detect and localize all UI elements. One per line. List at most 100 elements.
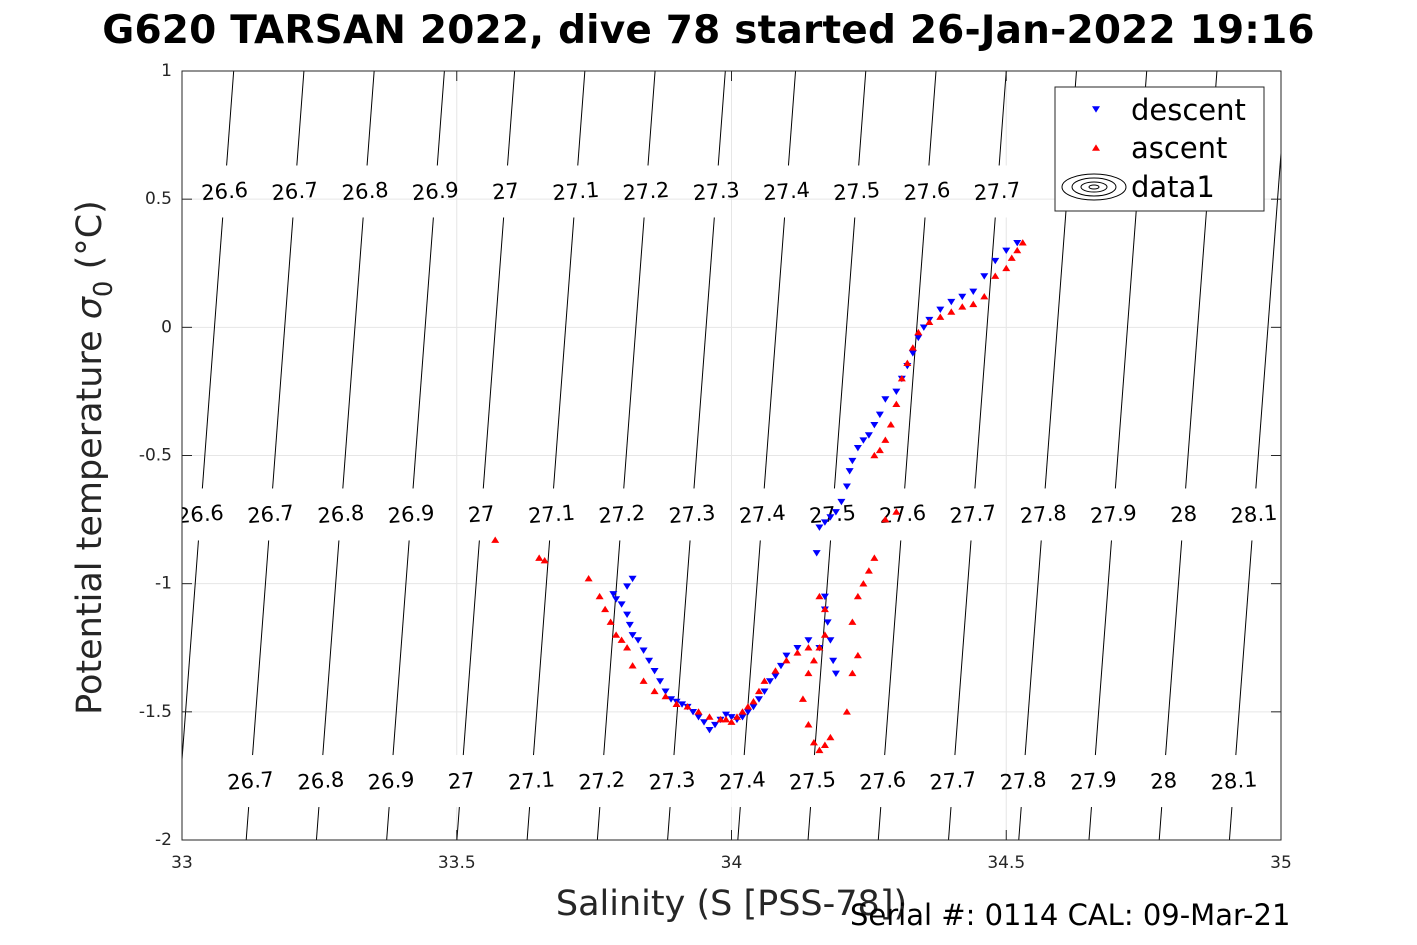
contour-label-gap: [189, 488, 212, 541]
contour-label-gap: [1032, 488, 1055, 541]
contour-label: 27.3: [692, 178, 740, 205]
contour-label-gap: [681, 488, 704, 541]
y-axis-label: Potential temperature σ0 (°C): [70, 200, 119, 715]
contour-label: 26.8: [297, 767, 345, 794]
ascent-point: [749, 697, 758, 705]
descent-point: [892, 388, 901, 396]
contour-label: 27.3: [668, 501, 716, 528]
legend-contour-icon: [1061, 173, 1127, 201]
descent-point: [820, 519, 829, 526]
ascent-point: [535, 554, 544, 561]
ascent-point: [612, 631, 621, 638]
descent-point: [845, 468, 854, 475]
ascent-point: [782, 656, 791, 664]
ascent-point: [958, 303, 967, 310]
contour-label-gap: [751, 488, 774, 541]
axis-ticks: 33 33.5 34 34.5 35 -2 -1.5 -1 -0.5 0 0.5 1: [139, 61, 1292, 873]
descent-point: [826, 637, 835, 644]
contour-label-gap: [871, 755, 894, 808]
x-tick-label: 34: [721, 853, 743, 873]
ascent-point: [870, 554, 879, 561]
x-tick-label: 33.5: [438, 853, 476, 873]
contour-label-gap: [961, 488, 984, 541]
descent-point: [645, 657, 654, 665]
contour-label: 27.9: [1089, 501, 1137, 528]
ascent-point: [815, 592, 824, 600]
contour-label-gap: [283, 165, 306, 218]
contour-label: 28: [1169, 501, 1197, 527]
contour-label-gap: [845, 165, 868, 218]
density-contours: 26.6 26.7 26.8 26.9 27 27.1 27.2 27.3 27.4 27.5 27…: [176, 71, 1281, 840]
y-tick-label: -1: [155, 574, 172, 594]
descent-point: [689, 709, 698, 716]
contour-label: 26.6: [200, 178, 248, 205]
ascent-point: [809, 738, 818, 746]
descent-point: [700, 719, 709, 726]
legend-contour-ring: [1080, 181, 1108, 193]
contour-label-gap: [540, 488, 563, 541]
descent-point: [837, 498, 846, 506]
ascent-point: [727, 718, 736, 725]
descent-point: [634, 637, 643, 644]
descent-point: [623, 611, 632, 619]
descent-point: [749, 703, 758, 711]
contour-label: 27.4: [762, 178, 810, 205]
ascent-point: [864, 567, 873, 574]
descent-point: [625, 621, 634, 629]
x-axis-label: Salinity (S [PSS-78]): [556, 884, 907, 924]
contour-label-gap: [731, 755, 754, 808]
contour-label: 27.6: [879, 501, 927, 528]
descent-point: [765, 678, 774, 685]
ascent-point: [908, 344, 917, 351]
descent-point: [754, 696, 763, 703]
data-points: [491, 239, 1027, 754]
legend-data1-label: data1: [1131, 170, 1215, 204]
descent-point: [711, 721, 720, 729]
contour-label: 26.7: [226, 767, 274, 794]
contour-label: 28: [1149, 768, 1177, 794]
ascent-point: [991, 272, 1000, 279]
ascent-point: [826, 733, 835, 741]
x-tick-label: 35: [1270, 853, 1292, 873]
ascent-point: [639, 677, 648, 684]
contour-label-gap: [635, 165, 658, 218]
legend-ascent-label: ascent: [1131, 131, 1227, 165]
ascent-point: [881, 436, 890, 443]
ascent-point: [886, 421, 895, 428]
descent-point: [694, 714, 703, 721]
contour-label-gap: [309, 755, 332, 808]
contour-label-gap: [400, 488, 423, 541]
descent-point: [1013, 239, 1022, 247]
ascent-point: [903, 359, 912, 367]
descent-point: [793, 644, 802, 652]
ascent-point: [809, 656, 818, 664]
contour-label-gap: [1172, 488, 1195, 541]
descent-point: [804, 637, 813, 644]
descent-point: [661, 688, 670, 695]
ascent-point: [853, 592, 862, 600]
contour-label: 27.9: [1069, 767, 1117, 794]
y-tick-label: 1: [161, 61, 172, 81]
descent-point: [609, 591, 618, 598]
ascent-point: [584, 574, 593, 582]
descent-point: [919, 324, 928, 331]
ascent-point: [722, 715, 731, 723]
ascent-point: [1018, 239, 1027, 246]
ascent-point: [881, 515, 890, 523]
ascent-point: [820, 605, 829, 613]
descent-point: [727, 714, 736, 721]
contour-label: 27.1: [552, 178, 600, 205]
ascent-point: [760, 677, 769, 684]
ascent-point: [820, 631, 829, 638]
ascent-point: [683, 703, 692, 710]
descent-point: [705, 726, 714, 734]
ascent-point: [969, 300, 978, 308]
contour-label: 27.8: [1019, 501, 1067, 528]
descent-point: [969, 288, 978, 296]
chart-title: G620 TARSAN 2022, dive 78 started 26-Jan…: [102, 8, 1315, 53]
descent-point: [667, 696, 676, 703]
contour-label: 26.6: [176, 501, 224, 528]
descent-point: [628, 575, 637, 583]
contour-label: 27.4: [718, 767, 766, 794]
descent-point: [1002, 247, 1011, 255]
